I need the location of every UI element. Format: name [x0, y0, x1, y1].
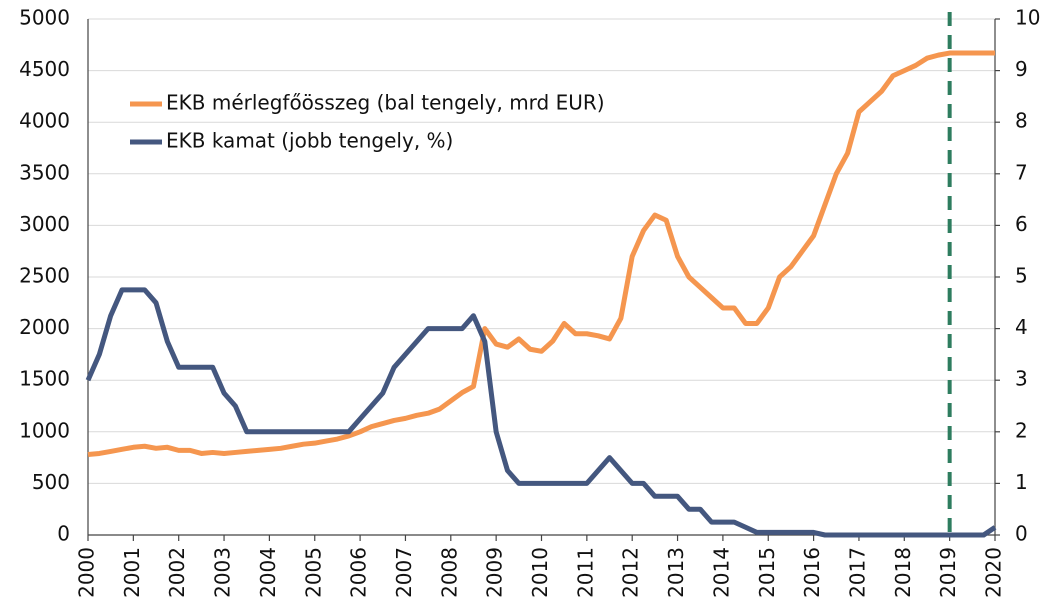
- y2-tick-label: 6: [1015, 212, 1028, 236]
- y-tick-label: 1500: [19, 367, 70, 391]
- x-tick-label: 2020: [982, 547, 1006, 598]
- x-tick-label: 2008: [437, 547, 461, 598]
- x-tick-label: 2007: [392, 547, 416, 598]
- y-tick-label: 4500: [19, 57, 70, 81]
- x-tick-label: 2018: [891, 547, 915, 598]
- y2-tick-label: 10: [1015, 6, 1040, 30]
- y-tick-label: 4000: [19, 109, 70, 133]
- y2-tick-label: 0: [1015, 522, 1028, 546]
- y2-tick-label: 7: [1015, 160, 1028, 184]
- x-tick-label: 2002: [165, 547, 189, 598]
- x-tick-label: 2010: [528, 547, 552, 598]
- y-tick-label: 2000: [19, 315, 70, 339]
- x-tick-label: 2001: [120, 547, 144, 598]
- x-tick-label: 2011: [573, 547, 597, 598]
- x-tick-label: 2000: [75, 547, 99, 598]
- y2-tick-label: 2: [1015, 418, 1028, 442]
- x-tick-label: 2015: [755, 547, 779, 598]
- y2-tick-label: 4: [1015, 315, 1028, 339]
- y-tick-label: 5000: [19, 6, 70, 30]
- x-tick-label: 2019: [936, 547, 960, 598]
- x-tick-label: 2005: [301, 547, 325, 598]
- series-line: [87, 50, 995, 457]
- x-tick-label: 2017: [845, 547, 869, 598]
- x-tick-label: 2013: [664, 547, 688, 598]
- y-tick-label: 2500: [19, 264, 70, 288]
- legend-label: EKB mérlegfőösszeg (bal tengely, mrd EUR…: [166, 91, 605, 115]
- y-tick-label: 0: [57, 522, 70, 546]
- y2-tick-label: 3: [1015, 367, 1028, 391]
- series-line: [85, 287, 997, 538]
- x-tick-label: 2014: [709, 547, 733, 598]
- y2-tick-label: 9: [1015, 57, 1028, 81]
- y-tick-label: 3500: [19, 160, 70, 184]
- x-tick-label: 2016: [800, 547, 824, 598]
- x-tick-label: 2003: [211, 547, 235, 598]
- x-tick-label: 2004: [256, 547, 280, 598]
- y2-tick-label: 8: [1015, 109, 1028, 133]
- y-tick-label: 1000: [19, 418, 70, 442]
- y2-tick-label: 1: [1015, 470, 1028, 494]
- x-tick-label: 2009: [483, 547, 507, 598]
- y-tick-label: 3000: [19, 212, 70, 236]
- legend-label: EKB kamat (jobb tengely, %): [166, 129, 453, 153]
- y2-tick-label: 5: [1015, 264, 1028, 288]
- x-tick-label: 2006: [347, 547, 371, 598]
- y-tick-label: 500: [32, 470, 70, 494]
- x-tick-label: 2012: [619, 547, 643, 598]
